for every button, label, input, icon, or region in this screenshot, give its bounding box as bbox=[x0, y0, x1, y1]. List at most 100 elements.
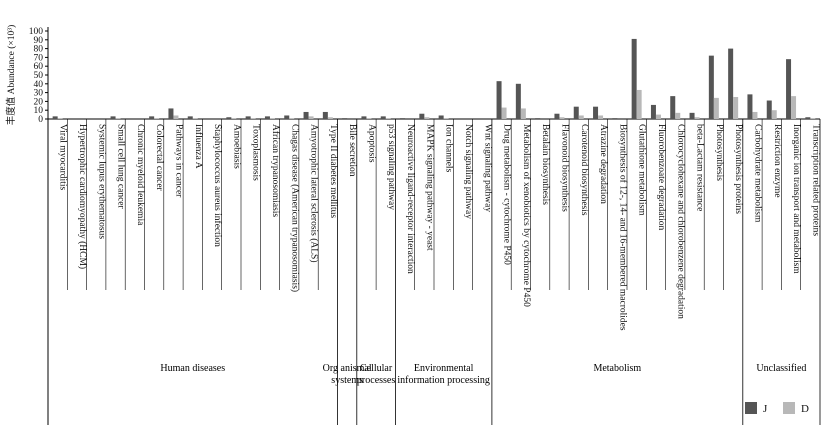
bar bbox=[694, 117, 700, 119]
bar bbox=[110, 116, 116, 119]
bar bbox=[766, 100, 772, 119]
bar bbox=[115, 118, 121, 119]
bar bbox=[747, 94, 753, 119]
bar bbox=[366, 118, 372, 119]
x-tick-label: Restriction enzyme bbox=[772, 124, 782, 198]
bar bbox=[154, 118, 160, 119]
x-tick-label: Apoptosis bbox=[366, 124, 376, 163]
bar bbox=[501, 107, 507, 119]
y-tick-label: 20 bbox=[34, 97, 44, 107]
group-label: Unclassified bbox=[756, 363, 807, 374]
bar bbox=[187, 116, 193, 119]
x-tick-label: Flavonoid biosynthesis bbox=[559, 124, 569, 212]
bar bbox=[636, 89, 642, 119]
bar bbox=[250, 118, 256, 119]
x-tick-label: Transcription related proteins bbox=[810, 124, 820, 236]
bar bbox=[269, 118, 275, 119]
x-tick-label: Type II diabetes mellitus bbox=[328, 124, 338, 218]
bar bbox=[708, 55, 714, 119]
x-tick-label: Neuroactive ligand-receptor interaction bbox=[405, 124, 415, 274]
x-tick-label: Fluorobenzoate degradation bbox=[656, 124, 666, 231]
bar bbox=[593, 106, 599, 119]
x-tick-label: Carotenoid biosynthesis bbox=[579, 124, 589, 216]
bar bbox=[713, 97, 719, 119]
x-tick-label: Systemic lupus erythematosus bbox=[96, 124, 106, 239]
x-tick-label: Metabolism of xenobiotics by cytochrome … bbox=[521, 124, 532, 307]
x-tick-label: Influenza A bbox=[193, 124, 204, 169]
bar bbox=[322, 111, 328, 119]
y-axis-label: 丰度值 Abundance (×10³) bbox=[5, 25, 17, 126]
bar bbox=[52, 116, 58, 119]
bar bbox=[192, 118, 198, 119]
bar bbox=[554, 113, 560, 119]
legend-label: D bbox=[801, 403, 809, 415]
bar bbox=[805, 117, 811, 119]
x-tick-label: Staphylococcus aureus infection bbox=[212, 124, 223, 247]
bar bbox=[689, 112, 695, 119]
x-tick-label: Bile secretion bbox=[347, 124, 357, 177]
x-tick-label: p53 signaling pathway bbox=[386, 124, 396, 210]
y-tick-label: 50 bbox=[34, 71, 44, 81]
x-tick-label: African trypanosomiasis bbox=[270, 124, 281, 217]
bar bbox=[598, 115, 604, 119]
x-tick-label: Chlorocyclohexane and chlorobenzene degr… bbox=[675, 124, 685, 319]
group-label: Org anismal systems bbox=[322, 363, 372, 386]
bar bbox=[380, 116, 386, 119]
x-tick-label: Ion channels bbox=[444, 124, 454, 173]
bar bbox=[173, 115, 179, 119]
x-tick-label: Toxoplasmosis bbox=[251, 124, 261, 181]
bar bbox=[327, 117, 333, 119]
y-tick-label: 0 bbox=[38, 115, 43, 125]
bar bbox=[515, 83, 521, 119]
bar bbox=[289, 118, 295, 119]
bar bbox=[559, 117, 565, 119]
bar bbox=[245, 116, 251, 119]
x-tick-label: Chagas disease (American trypanosomiasis… bbox=[289, 124, 300, 292]
x-tick-label: Hypertrophic cardiomyopathy (HCM) bbox=[77, 124, 88, 269]
bar bbox=[578, 115, 584, 119]
bar bbox=[284, 115, 290, 119]
x-tick-label: Atrazine degradation bbox=[598, 124, 608, 204]
bar bbox=[675, 112, 681, 119]
bar bbox=[361, 116, 367, 119]
x-tick-label: Wnt signaling pathway bbox=[482, 124, 492, 212]
bar bbox=[303, 111, 309, 119]
bar bbox=[308, 116, 314, 119]
bar bbox=[231, 118, 237, 119]
x-tick-label: Amoebiasis bbox=[231, 124, 241, 169]
group-label: Cellular processes bbox=[356, 363, 396, 386]
bar bbox=[650, 104, 656, 119]
y-tick-label: 30 bbox=[34, 89, 44, 99]
group-label: Metabolism bbox=[593, 363, 642, 374]
x-tick-label: Chronic myeloid leukemia bbox=[135, 124, 145, 226]
bar bbox=[728, 48, 734, 119]
x-tick-label: Betalain biosynthesis bbox=[540, 124, 550, 205]
legend-swatch bbox=[783, 402, 795, 414]
y-tick-label: 90 bbox=[34, 36, 44, 46]
x-tick-label: Inorganic ion transport and metabolism bbox=[791, 124, 801, 274]
bar bbox=[264, 116, 270, 119]
bar bbox=[57, 118, 63, 119]
group-label: Human diseases bbox=[160, 363, 226, 374]
bar bbox=[631, 38, 637, 119]
bar bbox=[385, 118, 391, 119]
x-tick-label: Notch signaling pathway bbox=[463, 124, 473, 219]
bar bbox=[771, 110, 777, 119]
bar bbox=[443, 118, 449, 119]
x-tick-label: Photosynthesis proteins bbox=[733, 124, 743, 214]
bar bbox=[400, 118, 406, 119]
bar bbox=[573, 106, 579, 119]
bar bbox=[342, 118, 348, 119]
bar bbox=[168, 108, 174, 119]
y-tick-label: 40 bbox=[34, 80, 44, 90]
bar bbox=[520, 108, 526, 119]
bar bbox=[438, 115, 444, 119]
bar bbox=[670, 96, 676, 119]
bar bbox=[612, 118, 618, 119]
y-tick-label: 100 bbox=[29, 27, 44, 37]
group-label: Environmental information processing bbox=[397, 363, 490, 386]
bar bbox=[424, 117, 430, 119]
x-tick-label: Amyotrophic lateral sclerosis (ALS) bbox=[309, 124, 320, 263]
